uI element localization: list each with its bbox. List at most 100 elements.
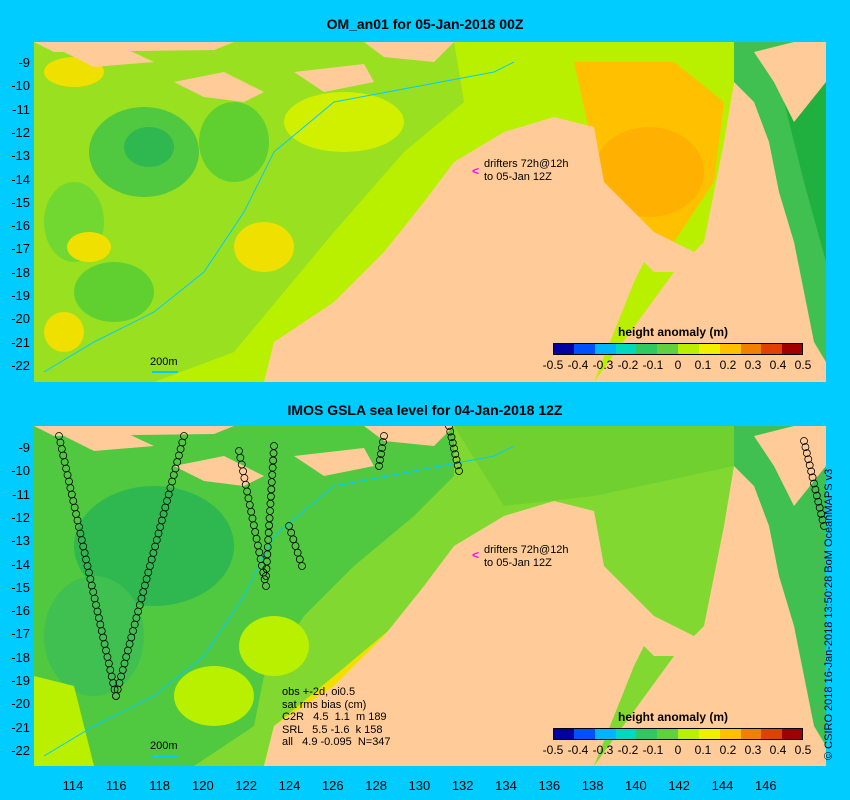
bottom-colorbar-swatch [636,728,658,740]
top-colorbar-tick-label: -0.5 [542,358,564,372]
track-observation-marker [801,443,810,451]
x-tick-label: 140 [625,778,647,793]
track-observation-marker [262,572,270,580]
bottom-y-tick-label: -17 [11,626,30,642]
bottom-colorbar-tick-label: 0.2 [719,743,737,757]
bottom-y-tick-label: -15 [11,579,30,595]
drifter-arrow-icon: < [472,164,480,178]
top-y-tick-label: -14 [11,171,30,187]
bottom-colorbar-tick-label: -0.3 [592,743,614,757]
top-y-tick-label: -13 [11,148,30,164]
track-observation-marker [805,461,814,470]
track-observation-marker [377,450,385,458]
bottom-y-tick-label: -11 [12,486,30,502]
top-y-tick-label: -12 [11,124,30,140]
top-y-tick-label: -19 [11,288,30,303]
bottom-y-tick-label: -21 [11,719,30,735]
top-map [34,42,826,382]
top-colorbar-tick-label: -0.4 [567,358,589,372]
bottom-colorbar-swatch [698,728,721,740]
top-y-tick-label: -16 [11,218,30,234]
x-tick-label: 130 [408,778,431,793]
bottom-colorbar-swatch [719,728,741,740]
top-y-tick-label: -22 [11,357,30,373]
bottom-colorbar-swatch [553,728,575,740]
track-observation-marker [375,462,383,470]
top-colorbar-tick-label: -0.2 [617,358,639,372]
track-observation-marker [814,497,823,506]
credit-text: © CSIRO 2018 16-Jan-2018 13:50:28 BoM Oc… [823,468,835,760]
track-observation-marker [448,438,457,447]
bottom-colorbar-tick-label: 0.4 [769,743,787,757]
top-scale-line [152,371,178,373]
top-colorbar-tick-label: -0.1 [642,358,664,372]
top-y-tick-label: -10 [11,78,30,94]
track-observation-marker [811,485,820,494]
top-y-tick-label: -11 [12,101,30,117]
top-colorbar-title: height anomaly (m) [618,325,729,339]
track-observation-marker [808,473,817,482]
track-observation-marker [450,444,458,453]
track-observation-marker [812,491,821,500]
x-tick-label: 114 [62,778,84,793]
bottom-colorbar-tick-label: 0.3 [744,743,762,757]
x-tick-label: 120 [192,778,214,793]
bottom-y-tick-label: -10 [11,463,30,479]
track-observation-marker [810,479,818,488]
track-observation-marker [446,427,455,436]
track-observation-marker [380,432,388,440]
x-tick-label: 146 [754,778,777,793]
track-observation-marker [376,456,384,464]
top-colorbar-tick-label: -0.3 [592,358,614,372]
x-tick-label: 136 [538,778,561,793]
x-tick-label: 138 [581,778,604,793]
top-colorbar-swatch [553,343,575,355]
x-tick-label: 118 [149,778,170,793]
bottom-y-tick-label: -12 [11,509,30,525]
top-colorbar-tick-label: 0 [674,358,682,372]
bottom-scale-line [152,755,178,757]
bottom-colorbar-swatch [782,728,804,740]
bottom-colorbar-swatch [678,728,700,740]
bottom-y-tick-label: -14 [11,556,30,572]
bottom-y-tick-label: -20 [11,696,30,712]
top-y-tick-label: -15 [11,194,30,210]
top-colorbar-frame [553,343,803,355]
track-observation-marker [804,455,813,464]
bottom-y-tick-label: -9 [18,440,30,455]
bottom-drifter-annotation: drifters 72h@12h to 05-Jan 12Z [484,544,569,569]
top-colorbar-swatch [594,343,616,355]
track-observation-marker [451,450,460,459]
track-observation-marker [802,449,811,458]
bottom-colorbar-swatch [657,728,679,740]
bottom-scale-label: 200m [150,740,178,752]
bottom-colorbar-tick-label: -0.2 [617,743,639,757]
bottom-colorbar-swatch [573,728,596,740]
top-colorbar-swatch [678,343,700,355]
track-observation-marker [262,582,270,590]
track-observation-marker [298,562,306,570]
track-observation-marker [452,455,461,464]
bottom-colorbar-swatch [594,728,616,740]
bottom-colorbar-tick-label: -0.5 [542,743,564,757]
track-observation-marker [379,438,387,446]
bottom-colorbar-tick-label: -0.1 [642,743,664,757]
track-observation-marker [818,516,826,524]
top-colorbar-tick-label: 0.2 [719,358,737,372]
stats-block: obs +-2d, oi0.5 sat rms bias (cm) C2R 4.… [282,686,391,748]
top-colorbar-swatch [615,343,637,355]
track-observation-marker [807,467,816,476]
top-colorbar-tick-label: 0.5 [794,358,812,372]
bottom-colorbar-swatch [740,728,762,740]
track-observation-marker [447,433,456,442]
top-colorbar-swatch [740,343,762,355]
bottom-colorbar-tick-label: 0.1 [694,743,712,757]
top-colorbar-swatch [573,343,596,355]
x-tick-label: 124 [278,778,301,793]
top-y-tick-label: -18 [11,264,30,280]
bottom-y-tick-label: -18 [11,649,30,665]
track-observation-marker [817,509,826,518]
bottom-colorbar-swatch [761,728,783,740]
track-observation-marker [455,467,463,475]
top-y-tick-label: -17 [11,241,30,257]
